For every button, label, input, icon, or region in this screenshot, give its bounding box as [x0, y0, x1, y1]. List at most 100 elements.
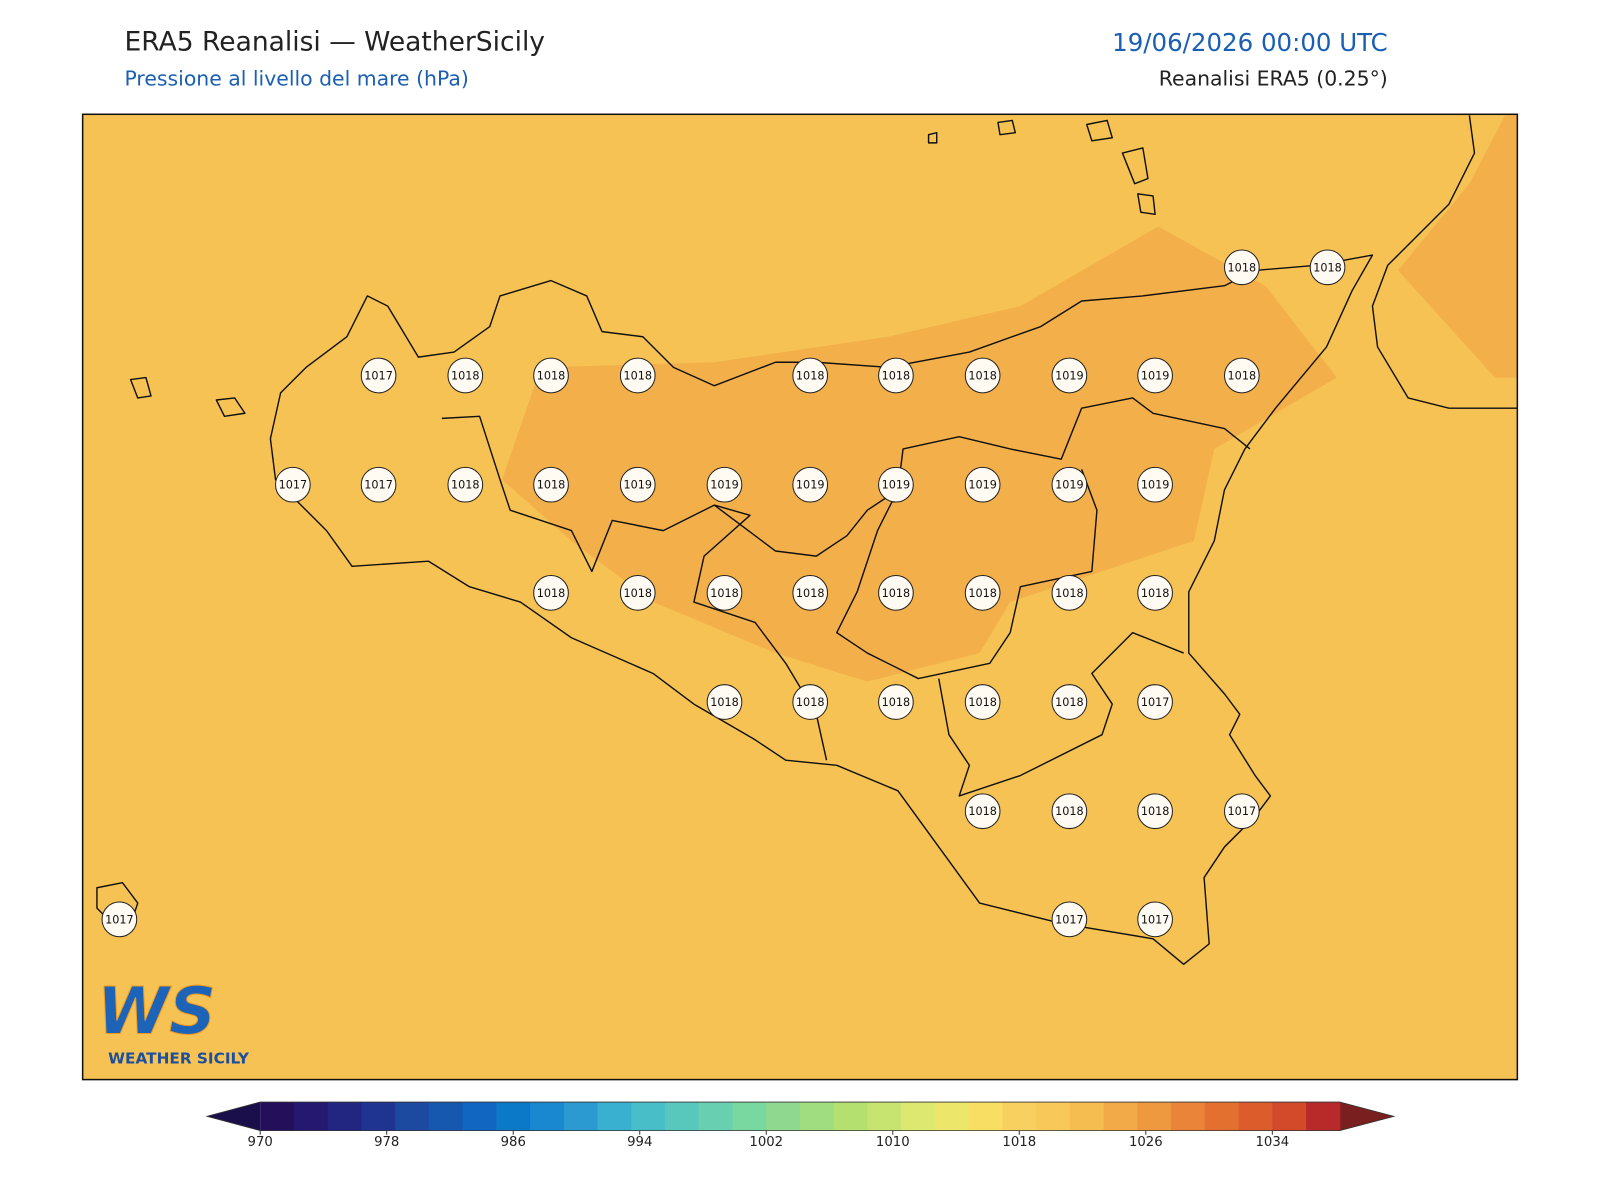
station-value: 1018	[796, 370, 825, 383]
colorbar: 970 978 986 994 1002 1010 1018 1026 1034	[205, 1101, 1396, 1150]
station-marker	[1137, 793, 1173, 830]
station-value: 1018	[451, 479, 480, 492]
station-marker	[706, 466, 743, 503]
station-marker	[619, 357, 656, 394]
station-marker	[878, 466, 914, 503]
station-value: 1018	[710, 696, 739, 709]
province-borders	[441, 397, 1251, 797]
station-marker	[964, 575, 1001, 611]
colorbar-tick-label: 986	[501, 1135, 526, 1150]
station-marker	[1137, 357, 1173, 394]
station-marker	[619, 575, 656, 611]
station-marker	[792, 684, 829, 720]
station-value: 1018	[882, 370, 911, 383]
station-marker	[1137, 575, 1173, 611]
colorbar-bin	[1171, 1102, 1206, 1131]
colorbar-tick-label: 1034	[1255, 1135, 1289, 1150]
station-value: 1018	[1313, 261, 1342, 274]
station-value: 1017	[1228, 805, 1257, 818]
colorbar-bin	[800, 1102, 835, 1131]
colorbar-tick-label: 994	[627, 1135, 652, 1150]
station-marker	[878, 357, 914, 394]
station-value: 1018	[537, 587, 566, 600]
station-value: 1017	[364, 479, 393, 492]
colorbar-bin	[867, 1102, 902, 1131]
station-marker	[1051, 575, 1088, 611]
station-value: 1017	[1055, 913, 1084, 926]
station-marker	[360, 466, 397, 503]
colorbar-bin	[428, 1102, 464, 1131]
station-value: 1017	[1141, 913, 1170, 926]
station-labels: 1018 1018 1017 1018 1018 1018 1018 1018 1018 1019…	[101, 249, 1346, 938]
station-value: 1018	[1228, 370, 1257, 383]
station-value: 1018	[623, 370, 652, 383]
colorbar-bin	[1002, 1102, 1037, 1131]
colorbar-tick-label: 1002	[749, 1135, 783, 1150]
station-marker	[792, 466, 829, 503]
colorbar-bin	[361, 1102, 396, 1131]
station-marker	[706, 684, 743, 720]
colorbar-bin	[1272, 1102, 1307, 1131]
logo-mark: WS	[97, 973, 216, 1049]
sicily-coast	[269, 254, 1374, 965]
station-value: 1018	[710, 587, 739, 600]
logo: WS WEATHER SICILY	[96, 973, 249, 1068]
station-marker	[101, 901, 138, 938]
station-value: 1018	[968, 587, 997, 600]
colorbar-bin	[563, 1102, 599, 1131]
colorbar-bin	[732, 1102, 767, 1131]
station-marker	[964, 357, 1001, 394]
station-value: 1018	[537, 370, 566, 383]
station-value: 1019	[882, 479, 911, 492]
subtitle: Pressione al livello del mare (hPa)	[124, 67, 468, 91]
colorbar-bin	[1036, 1102, 1071, 1131]
station-value: 1018	[882, 696, 911, 709]
station-marker	[792, 357, 829, 394]
map	[81, 113, 1519, 1081]
colorbar-bin	[462, 1102, 497, 1131]
colorbar-bin	[327, 1102, 362, 1131]
station-value: 1017	[364, 370, 393, 383]
colorbar-under	[207, 1102, 261, 1131]
map-frame	[81, 113, 1519, 1081]
station-marker	[1223, 249, 1260, 286]
colorbar-bin	[901, 1102, 936, 1131]
station-marker	[360, 357, 397, 394]
station-marker	[447, 357, 484, 394]
colorbar-bin	[766, 1102, 801, 1131]
colorbar-bin	[934, 1102, 970, 1131]
station-marker	[1051, 901, 1088, 938]
colorbar-bin	[496, 1102, 531, 1131]
station-marker	[533, 466, 569, 503]
station-value: 1019	[1055, 479, 1084, 492]
station-marker	[1223, 357, 1260, 394]
colorbar-over	[1339, 1102, 1394, 1131]
colorbar-tick-label: 1018	[1002, 1135, 1036, 1150]
station-marker	[964, 684, 1001, 720]
station-value: 1019	[710, 479, 739, 492]
colorbar-bin	[698, 1102, 734, 1131]
datetime: 19/06/2026 00:00 UTC	[1112, 28, 1388, 57]
station-marker	[1137, 466, 1173, 503]
pressure-area	[502, 226, 1337, 682]
station-value: 1017	[105, 913, 134, 926]
station-value: 1018	[1055, 587, 1084, 600]
station-value: 1018	[796, 696, 825, 709]
colorbar-bin	[260, 1102, 295, 1131]
station-marker	[619, 466, 656, 503]
station-marker	[1051, 357, 1088, 394]
colorbar-bin	[293, 1102, 329, 1131]
colorbar-tick-label: 1010	[876, 1135, 910, 1150]
colorbar-tick-label: 978	[374, 1135, 399, 1150]
station-marker	[1051, 466, 1088, 503]
station-marker	[706, 575, 743, 611]
station-marker	[964, 793, 1001, 830]
station-value: 1018	[796, 587, 825, 600]
colorbar-bin	[1204, 1102, 1240, 1131]
station-value: 1018	[968, 805, 997, 818]
station-marker	[964, 466, 1001, 503]
station-marker	[533, 575, 569, 611]
colorbar-tick-label: 970	[248, 1135, 273, 1150]
